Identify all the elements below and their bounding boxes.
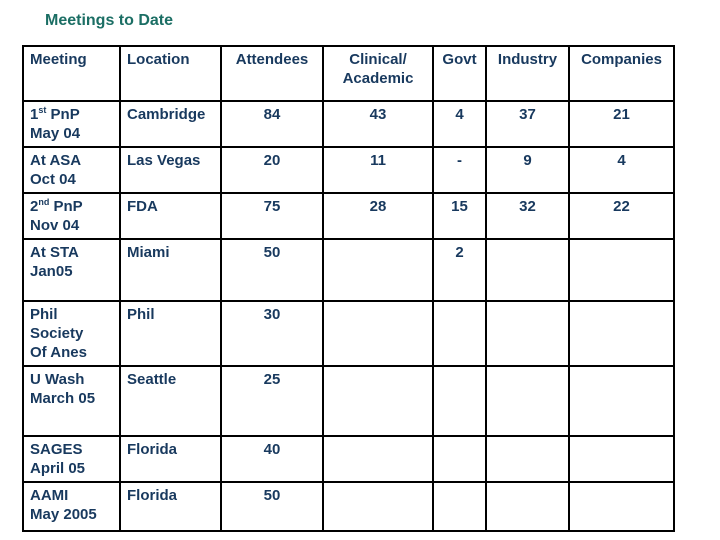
cell-industry	[485, 481, 570, 532]
meetings-table: Meeting Location Attendees Clinical/Academi…	[22, 45, 675, 532]
column-header-clinical_academic: Clinical/Academic	[322, 45, 434, 102]
cell-location: Phil	[119, 300, 222, 367]
cell-companies: 22	[568, 192, 675, 240]
cell-location: Seattle	[119, 365, 222, 437]
cell-attendees: 20	[220, 146, 324, 194]
cell-companies: 4	[568, 146, 675, 194]
cell-govt	[432, 300, 487, 367]
cell-clinical_academic	[322, 300, 434, 367]
cell-location: Miami	[119, 238, 222, 302]
cell-clinical_academic	[322, 435, 434, 483]
ordinal-superscript: nd	[38, 197, 50, 207]
cell-industry	[485, 238, 570, 302]
cell-location: Florida	[119, 435, 222, 483]
column-header-companies: Companies	[568, 45, 675, 102]
table-row: 2nd PnP Nov 04 FDA 75 28 15 32 22	[22, 192, 675, 240]
table-row: AAMI May 2005 Florida 50	[22, 481, 675, 532]
cell-location: Las Vegas	[119, 146, 222, 194]
cell-attendees: 75	[220, 192, 324, 240]
column-header-attendees: Attendees	[220, 45, 324, 102]
cell-industry	[485, 435, 570, 483]
table-row: At STA Jan05 Miami 50 2	[22, 238, 675, 302]
cell-industry: 37	[485, 100, 570, 148]
cell-meeting: Phil Society Of Anes	[22, 300, 121, 367]
cell-clinical_academic	[322, 365, 434, 437]
slide-title: Meetings to Date	[45, 12, 174, 29]
cell-govt	[432, 435, 487, 483]
table-row: U Wash March 05 Seattle 25	[22, 365, 675, 437]
cell-govt: 2	[432, 238, 487, 302]
cell-govt: 15	[432, 192, 487, 240]
table-row: Phil Society Of Anes Phil 30	[22, 300, 675, 367]
cell-location: Cambridge	[119, 100, 222, 148]
cell-clinical_academic: 11	[322, 146, 434, 194]
header-row: Meeting Location Attendees Clinical/Academi…	[22, 45, 675, 102]
cell-industry: 9	[485, 146, 570, 194]
cell-meeting: AAMI May 2005	[22, 481, 121, 532]
cell-attendees: 40	[220, 435, 324, 483]
cell-clinical_academic: 43	[322, 100, 434, 148]
cell-attendees: 84	[220, 100, 324, 148]
cell-location: FDA	[119, 192, 222, 240]
ordinal-superscript: st	[38, 105, 47, 115]
cell-attendees: 25	[220, 365, 324, 437]
cell-companies: 21	[568, 100, 675, 148]
cell-companies	[568, 238, 675, 302]
cell-govt: -	[432, 146, 487, 194]
column-header-govt: Govt	[432, 45, 487, 102]
table-row: 1st PnP May 04 Cambridge 84 43 4 37 21	[22, 100, 675, 148]
cell-attendees: 30	[220, 300, 324, 367]
cell-clinical_academic: 28	[322, 192, 434, 240]
column-header-industry: Industry	[485, 45, 570, 102]
table-body: 1st PnP May 04 Cambridge 84 43 4 37 21 At ASA Oct…	[22, 100, 675, 532]
cell-attendees: 50	[220, 238, 324, 302]
table-row: At ASA Oct 04 Las Vegas 20 11-9 4	[22, 146, 675, 194]
cell-clinical_academic	[322, 481, 434, 532]
cell-industry	[485, 365, 570, 437]
cell-clinical_academic	[322, 238, 434, 302]
cell-govt	[432, 365, 487, 437]
cell-companies	[568, 435, 675, 483]
column-header-location: Location	[119, 45, 222, 102]
cell-companies	[568, 481, 675, 532]
cell-industry	[485, 300, 570, 367]
table-row: SAGES April 05 Florida 40	[22, 435, 675, 483]
cell-location: Florida	[119, 481, 222, 532]
cell-meeting: U Wash March 05	[22, 365, 121, 437]
cell-companies	[568, 300, 675, 367]
cell-govt	[432, 481, 487, 532]
cell-meeting: 2nd PnP Nov 04	[22, 192, 121, 240]
cell-meeting: 1st PnP May 04	[22, 100, 121, 148]
cell-attendees: 50	[220, 481, 324, 532]
column-header-meeting: Meeting	[22, 45, 121, 102]
cell-meeting: At STA Jan05	[22, 238, 121, 302]
cell-companies	[568, 365, 675, 437]
cell-industry: 32	[485, 192, 570, 240]
cell-govt: 4	[432, 100, 487, 148]
cell-meeting: SAGES April 05	[22, 435, 121, 483]
cell-meeting: At ASA Oct 04	[22, 146, 121, 194]
